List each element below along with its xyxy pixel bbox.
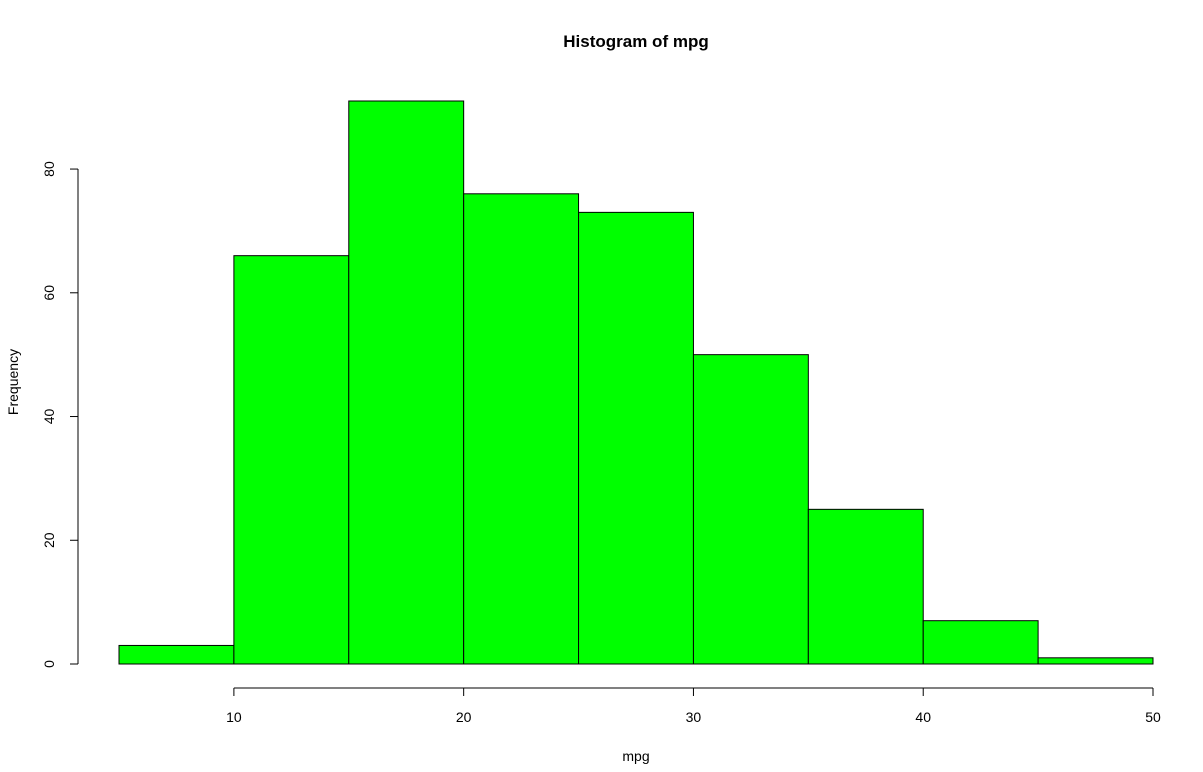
- y-tick-label: 80: [41, 161, 57, 177]
- x-tick-label: 40: [915, 709, 931, 725]
- histogram-bar-7: [922, 620, 1039, 665]
- x-tick-label: 30: [686, 709, 702, 725]
- histogram-bar-8: [1037, 657, 1154, 665]
- bars-group: [118, 100, 1154, 665]
- chart-title: Histogram of mpg: [563, 32, 708, 51]
- histogram-bar-3: [463, 193, 580, 665]
- histogram-bar-0: [118, 644, 235, 665]
- histogram-bar-5: [692, 354, 809, 665]
- y-axis-label: Frequency: [5, 349, 21, 415]
- y-tick-label: 40: [41, 409, 57, 425]
- y-axis: 0 20 40 60 80: [41, 161, 79, 668]
- y-tick-label: 60: [41, 285, 57, 301]
- histogram-bar-4: [578, 211, 694, 665]
- histogram-bar-6: [807, 508, 924, 665]
- y-tick-label: 20: [41, 532, 57, 548]
- x-tick-label: 20: [456, 709, 472, 725]
- x-axis-label: mpg: [622, 748, 649, 764]
- y-tick-label: 0: [41, 660, 57, 668]
- histogram-bar-2: [348, 100, 465, 665]
- x-tick-label: 10: [226, 709, 242, 725]
- x-axis: 10 20 30 40 50: [226, 687, 1161, 725]
- histogram-bar-1: [233, 255, 350, 665]
- x-tick-label: 50: [1145, 709, 1161, 725]
